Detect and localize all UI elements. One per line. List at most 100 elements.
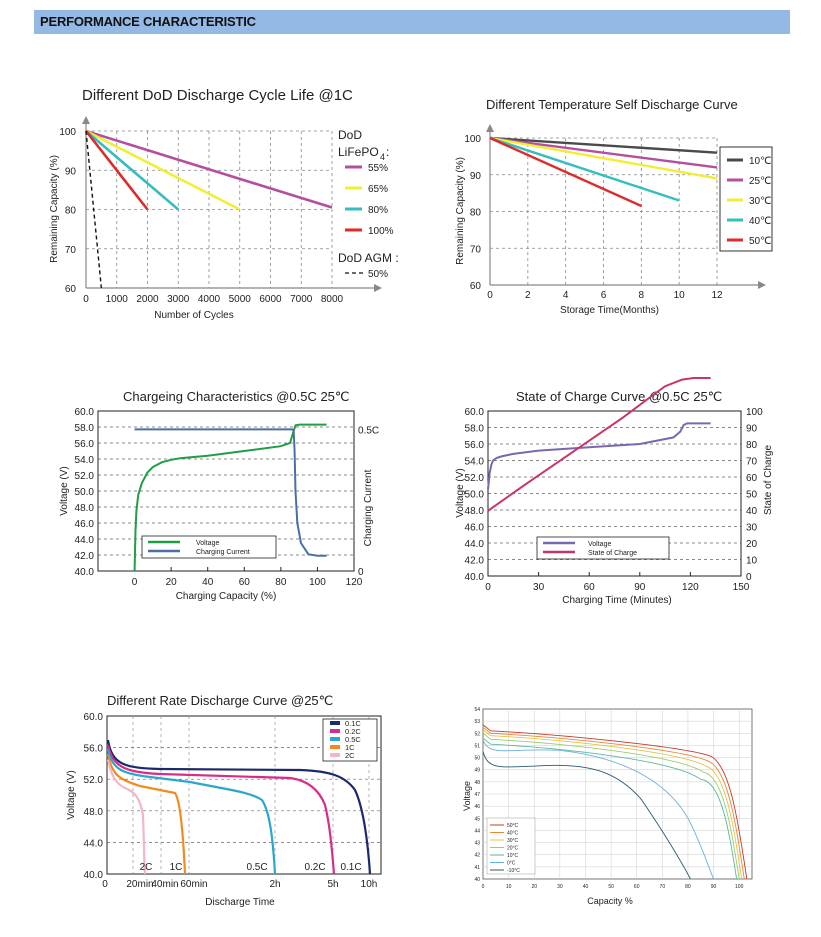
- right-tick-label: 20: [746, 539, 758, 550]
- right-tick-label: 60: [746, 473, 758, 484]
- series-line-40°C: [482, 726, 745, 880]
- y-axis-label: Remaining Capacity (%): [49, 155, 60, 263]
- x-axis-arrow: [374, 284, 382, 292]
- y-tick-label: 47: [474, 792, 480, 798]
- right-tick-label: 70: [746, 457, 758, 468]
- legend-label: 20°C: [507, 845, 519, 851]
- y-tick-label: 51: [474, 743, 480, 749]
- x-tick-label: 0: [102, 879, 108, 890]
- y-tick-label: 58.0: [75, 423, 95, 434]
- series-line-1C: [106, 754, 187, 875]
- right-tick-label: 50: [746, 490, 758, 501]
- x-tick-label: 3000: [167, 294, 190, 305]
- x-tick-label: 20: [531, 884, 537, 890]
- y-tick-label: 90: [470, 171, 482, 182]
- y-tick-label: 40.0: [75, 567, 95, 578]
- x-tick-label: 80: [685, 884, 691, 890]
- x-axis-label: Capacity %: [587, 896, 633, 906]
- series-line-0°C: [482, 739, 714, 880]
- x-axis-arrow: [758, 281, 766, 289]
- y-axis-label: Remaining Capacity (%): [455, 157, 466, 265]
- x-tick-label: 4000: [198, 294, 221, 305]
- x-tick-label: 5h: [327, 879, 338, 890]
- right-tick-label: 0.5C: [358, 425, 379, 436]
- legend-label: Charging Current: [196, 549, 250, 556]
- legend-title-agm: DoD AGM :: [338, 251, 399, 265]
- x-tick-label: 0: [487, 290, 493, 301]
- chart-title: Different Rate Discharge Curve @25℃: [107, 693, 333, 708]
- x-axis-label: Number of Cycles: [154, 310, 233, 321]
- x-tick-label: 120: [346, 577, 363, 588]
- x-tick-label: 80: [275, 577, 287, 588]
- y-tick-label: 54: [474, 707, 480, 713]
- series-line-2C: [106, 759, 147, 875]
- y-tick-label: 58.0: [465, 424, 485, 435]
- y-axis-label: Voltage (V): [455, 468, 466, 517]
- y-tick-label: 40.0: [465, 572, 485, 583]
- legend-label: 0°C: [507, 860, 516, 866]
- y-axis-label: Voltage (V): [59, 466, 70, 515]
- right-tick-label: 30: [746, 523, 758, 534]
- legend-colon: :: [386, 145, 389, 159]
- chart-charging-characteristics: Chargeing Characteristics @0.5C 25℃ 0 20 40…: [59, 389, 379, 602]
- right-tick-label: 90: [746, 424, 758, 435]
- legend-label: Voltage: [588, 541, 611, 548]
- x-tick-label: 70: [660, 884, 666, 890]
- legend-label: Voltage: [196, 540, 219, 547]
- series-line-20°C: [482, 732, 740, 880]
- y-tick-label: 60.0: [465, 407, 485, 418]
- series-line--10°C: [482, 751, 691, 880]
- y-tick-label: 54.0: [75, 455, 95, 466]
- x-tick-label: 60: [634, 884, 640, 890]
- legend-box: [486, 817, 536, 875]
- x-tick-label: 8: [639, 290, 645, 301]
- legend-label: 10℃: [749, 156, 771, 167]
- legend-label: 65%: [368, 184, 388, 195]
- chart-low-temperature-discharge: 0 10 20 30 40 50 60 70 80 90 100 40 41 42 43 44 45 46 47 48…: [462, 707, 753, 906]
- x-tick-label: 0: [485, 582, 491, 593]
- series-line-50℃: [489, 136, 642, 208]
- y-tick-label: 48: [474, 780, 480, 786]
- legend-label: 80%: [368, 205, 388, 216]
- x-tick-label: 6000: [259, 294, 282, 305]
- y-tick-label: 45: [474, 816, 480, 822]
- y-tick-label: 50.0: [75, 487, 95, 498]
- y-axis-label-right: State of Charge: [763, 445, 774, 515]
- y-tick-label: 70: [65, 245, 77, 256]
- legend-label: 0.2C: [345, 727, 361, 736]
- x-tick-label: 8000: [321, 294, 344, 305]
- y-tick-label: 52: [474, 731, 480, 737]
- y-tick-label: 60.0: [75, 407, 95, 418]
- series-line-50°C: [482, 724, 748, 880]
- legend-label: 25℃: [749, 176, 771, 187]
- y-tick-label: 46.0: [75, 519, 95, 530]
- x-tick-label: 30: [557, 884, 563, 890]
- series-line-25℃: [489, 136, 718, 169]
- legend-label: 10°C: [507, 853, 519, 859]
- y-tick-label: 46: [474, 804, 480, 810]
- legend-title: DoD: [338, 128, 362, 142]
- y-tick-label: 40.0: [84, 870, 104, 881]
- x-tick-label: 40: [202, 577, 214, 588]
- curve-label: 0.1C: [340, 862, 361, 873]
- y-tick-label: 70: [470, 244, 482, 255]
- y-tick-label: 48.0: [75, 503, 95, 514]
- series-line-65%: [85, 129, 241, 211]
- x-tick-label: 12: [711, 290, 723, 301]
- x-tick-label: 120: [682, 582, 699, 593]
- y-tick-label: 42.0: [75, 551, 95, 562]
- curve-label: 0.2C: [304, 862, 325, 873]
- x-tick-label: 7000: [290, 294, 313, 305]
- y-tick-label: 44.0: [84, 838, 104, 849]
- legend-label: 1C: [345, 743, 355, 752]
- curve-label: 0.5C: [246, 862, 267, 873]
- x-tick-label: 60: [584, 582, 596, 593]
- y-tick-label: 80: [470, 208, 482, 219]
- series-line-10°C: [482, 737, 738, 880]
- y-tick-label: 52.0: [465, 473, 485, 484]
- x-tick-label: 4: [563, 290, 569, 301]
- y-axis-arrow: [486, 124, 494, 132]
- legend-swatch: [330, 721, 340, 725]
- chart-temperature-self-discharge: Different Temperature Self Discharge Cur…: [455, 97, 773, 316]
- x-tick-label: 10: [506, 884, 512, 890]
